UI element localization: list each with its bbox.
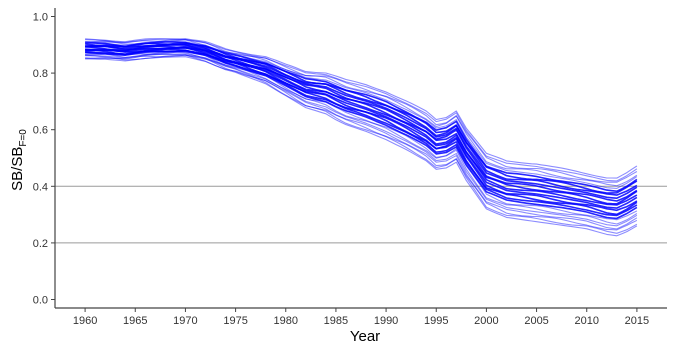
series-line: [85, 38, 638, 182]
y-tick-label: 0.4: [33, 181, 48, 193]
y-tick-label: 0.8: [33, 68, 48, 80]
series-line: [85, 47, 638, 209]
series-line: [85, 42, 638, 196]
series-line: [85, 54, 638, 231]
series-line: [85, 38, 638, 179]
x-tick-label: 2005: [524, 315, 548, 327]
x-axis-title: Year: [350, 328, 380, 345]
x-tick-label: 2010: [574, 315, 598, 327]
x-tick-label: 1960: [73, 315, 97, 327]
y-axis-title-main: SB/SB: [9, 147, 26, 191]
x-tick-label: 2000: [474, 315, 498, 327]
x-tick-label: 2015: [625, 315, 649, 327]
series-line: [85, 42, 638, 194]
x-tick-label: 1980: [274, 315, 298, 327]
series-line: [85, 39, 638, 187]
series-line: [85, 53, 638, 227]
x-tick-label: 1990: [374, 315, 398, 327]
series-line: [85, 56, 638, 237]
series-line: [85, 54, 638, 234]
series-line: [85, 39, 638, 183]
y-tick-label: 0.6: [33, 125, 48, 137]
y-axis-title: SB/SBF=0: [9, 129, 29, 191]
series-line: [85, 41, 638, 189]
y-tick-label: 0.2: [33, 238, 48, 250]
x-axis-ticks: 1960 1965 1970 1975 1980 1985 1990 1995 2000 2005…: [73, 308, 649, 327]
y-axis-title-subscript: F=0: [18, 129, 29, 147]
y-tick-label: 1.0: [33, 11, 48, 23]
plot-panel: [55, 8, 667, 308]
y-tick-label: 0.0: [33, 295, 48, 307]
reference-lines: [55, 185, 667, 244]
series-group: [85, 38, 638, 237]
x-tick-label: 1975: [223, 315, 247, 327]
x-tick-label: 1995: [424, 315, 448, 327]
series-line: [85, 53, 638, 230]
x-tick-label: 1970: [173, 315, 197, 327]
x-tick-label: 1965: [123, 315, 147, 327]
y-axis-ticks: 0.0 0.2 0.4 0.6 0.8 1.0: [33, 11, 55, 307]
series-line: [85, 49, 638, 217]
series-line: [85, 41, 638, 192]
x-tick-label: 1985: [324, 315, 348, 327]
